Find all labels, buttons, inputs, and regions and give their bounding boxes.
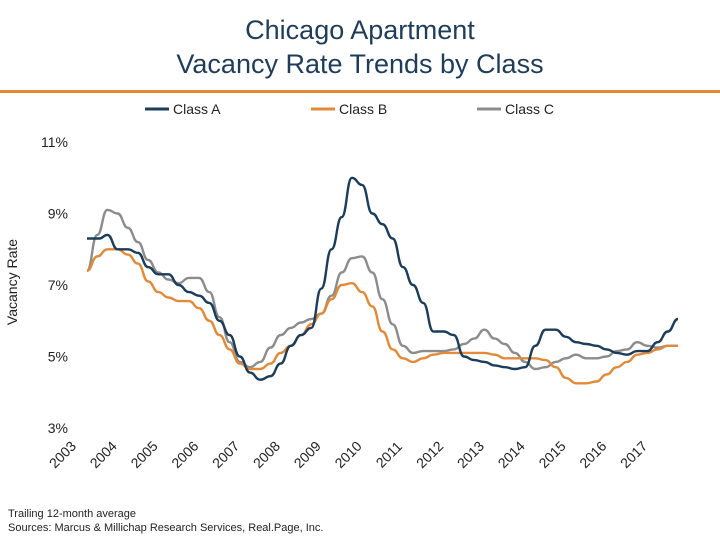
chart-title-line2: Vacancy Rate Trends by Class (176, 49, 544, 79)
chart-title-line1: Chicago Apartment (245, 15, 475, 45)
x-tick-label: 2003 (46, 438, 79, 471)
y-tick-label: 7% (48, 277, 68, 293)
y-tick-label: 5% (48, 349, 68, 365)
legend-label: Class C (505, 101, 554, 117)
footer-note: Trailing 12-month average (8, 508, 136, 520)
x-tick-label: 2009 (291, 438, 324, 471)
title-divider (0, 90, 720, 93)
y-tick-label: 3% (48, 420, 68, 436)
x-tick-label: 2004 (87, 438, 120, 471)
y-tick-label: 9% (48, 206, 68, 222)
x-tick-label: 2011 (373, 438, 406, 471)
y-tick-label: 11% (41, 134, 68, 150)
series-lines (85, 176, 679, 385)
legend-label: Class B (339, 101, 387, 117)
x-axis: 2003 2004 2005 2006 2007 2008 2009 2010 2011 2012… (46, 438, 651, 471)
x-tick-label: 2008 (250, 438, 283, 471)
vacancy-line-chart: Class A Class B Class C Vacancy Rate 3% 5% 7%… (4, 101, 679, 471)
x-tick-label: 2007 (209, 438, 242, 471)
x-tick-label: 2005 (127, 438, 160, 471)
x-tick-label: 2006 (168, 438, 201, 471)
series-line-class-c (85, 208, 678, 371)
y-axis-label: Vacancy Rate (4, 239, 20, 325)
series-line-class-b (86, 248, 678, 385)
x-tick-label: 2017 (617, 438, 650, 471)
legend-label: Class A (173, 101, 221, 117)
x-tick-label: 2013 (454, 438, 487, 471)
x-tick-label: 2010 (331, 438, 364, 471)
x-tick-label: 2015 (535, 438, 568, 471)
x-tick-label: 2016 (576, 438, 609, 471)
legend: Class A Class B Class C (145, 101, 554, 117)
footer-sources: Sources: Marcus & Millichap Research Ser… (8, 522, 324, 534)
series-line-class-a (87, 176, 679, 381)
x-tick-label: 2012 (413, 438, 446, 471)
y-axis: Vacancy Rate 3% 5% 7% 9% 11% (4, 134, 68, 436)
x-tick-label: 2014 (495, 438, 528, 471)
